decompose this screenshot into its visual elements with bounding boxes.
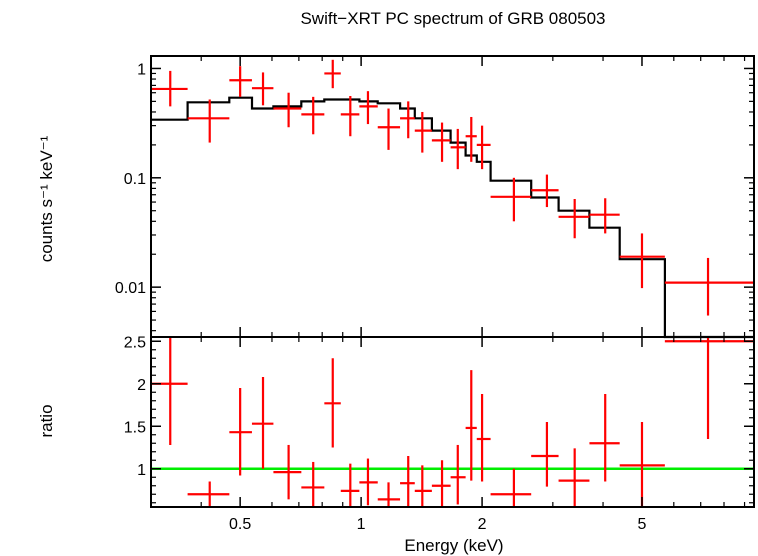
top-y-axis-label: counts s⁻¹ keV⁻¹ — [37, 135, 56, 262]
spectrum-data-point — [431, 122, 451, 162]
ratio-data-point — [324, 358, 341, 448]
spectrum-panel: 0.01 0.1 1 — [115, 55, 755, 339]
ratio-data-point — [490, 468, 532, 507]
x-tick-label: 0.5 — [229, 516, 251, 533]
ratio-data-point — [431, 460, 451, 507]
spectrum-data-point — [359, 91, 378, 125]
ratio-y-tick-label: 1.5 — [124, 419, 146, 436]
ratio-data-point — [476, 393, 491, 482]
ratio-data-point — [377, 482, 401, 507]
spectrum-data-point — [414, 111, 432, 153]
spectrum-data-point — [151, 70, 188, 107]
spectrum-data-point — [476, 125, 491, 170]
ratio-data-point — [465, 370, 477, 481]
ratio-data-point — [400, 456, 415, 507]
spectrum-data-point — [187, 99, 230, 143]
spectrum-data-point — [377, 108, 401, 150]
spectrum-data-point — [465, 116, 477, 162]
ratio-data-point — [151, 337, 188, 445]
ratio-data-point — [229, 388, 252, 476]
ratio-y-tick-label: 2 — [137, 377, 146, 394]
ratio-data-point — [359, 458, 378, 506]
spectrum-y-tick-label: 0.01 — [115, 280, 146, 297]
spectrum-data-point — [251, 72, 274, 106]
ratio-data-point — [558, 448, 590, 507]
ratio-data-point — [301, 461, 325, 507]
ratio-data-point — [273, 444, 302, 500]
x-tick-label: 1 — [357, 516, 366, 533]
x-axis-label: Energy (keV) — [404, 536, 503, 555]
bottom-y-axis-label: ratio — [37, 404, 56, 437]
spectrum-data-point — [450, 128, 466, 170]
ratio-data-point — [414, 465, 432, 507]
ratio-data-point — [450, 444, 466, 505]
spectrum-data-point — [490, 177, 532, 222]
ratio-panel: 0.5 1 2 5 1 1.5 2 2.5 — [124, 334, 755, 533]
x-tick-label: 2 — [478, 516, 487, 533]
ratio-data-point — [340, 463, 360, 507]
spectrum-data-point — [273, 92, 302, 128]
spectrum-data-point — [664, 257, 754, 316]
spectrum-data-point — [531, 174, 559, 208]
ratio-y-tick-label: 2.5 — [124, 334, 146, 351]
ratio-data-point — [664, 337, 754, 439]
spectrum-data-point — [619, 233, 665, 289]
spectrum-data-point — [558, 198, 590, 239]
ratio-data-point — [187, 481, 230, 507]
ratio-frame — [150, 336, 755, 508]
model-step-line — [151, 96, 754, 339]
spectrum-data-point — [400, 101, 415, 139]
spectrum-data-point — [340, 95, 360, 137]
x-tick-label: 5 — [638, 516, 647, 533]
ratio-data-point — [619, 422, 665, 507]
spectrum-data-point — [324, 59, 341, 89]
spectrum-y-tick-label: 0.1 — [124, 171, 146, 188]
ratio-data-point — [589, 393, 620, 482]
spectrum-data-point — [229, 66, 252, 97]
ratio-data-point — [531, 422, 559, 487]
ratio-data-point — [251, 376, 274, 469]
spectrum-data-point — [589, 198, 620, 234]
chart-title: Swift−XRT PC spectrum of GRB 080503 — [300, 9, 605, 28]
ratio-y-tick-label: 1 — [137, 462, 146, 479]
spectrum-y-tick-label: 1 — [137, 61, 146, 78]
spectrum-data-point — [301, 96, 325, 135]
